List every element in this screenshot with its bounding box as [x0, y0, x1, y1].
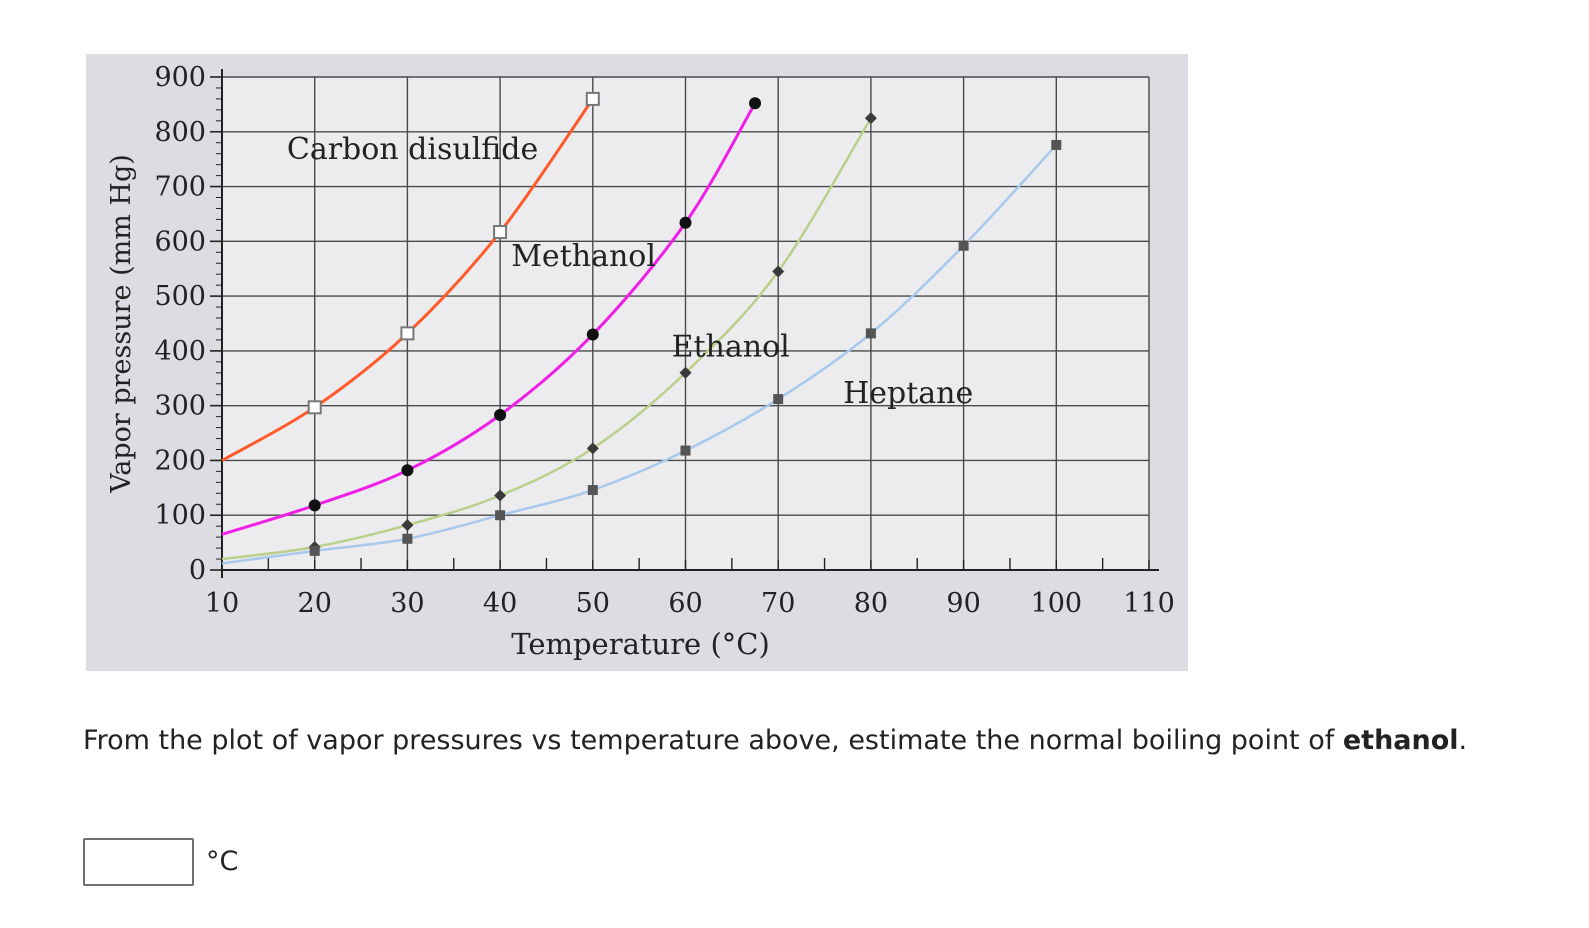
- heptane-point: [495, 510, 506, 521]
- heptane-point: [587, 485, 598, 496]
- heptane-curve: [221, 144, 1058, 565]
- y-tick-label: 100: [154, 500, 206, 531]
- x-tick-label: 40: [483, 588, 517, 619]
- heptane-point: [309, 545, 320, 556]
- y-tick-label: 600: [154, 226, 206, 257]
- heptane-point: [865, 328, 876, 339]
- methanol-point: [679, 216, 692, 229]
- y-tick-label: 800: [154, 117, 206, 148]
- methanol-point: [494, 408, 507, 421]
- ethanol-point: [586, 442, 599, 455]
- x-tick-label: 80: [854, 588, 888, 619]
- y-tick-label: 300: [154, 391, 206, 422]
- x-tick-label: 110: [1123, 588, 1175, 619]
- methanol-point: [586, 328, 599, 341]
- question-text: From the plot of vapor pressures vs temp…: [83, 722, 1503, 760]
- methanol-point: [308, 499, 321, 512]
- y-tick-label: 900: [154, 62, 206, 93]
- question-emphasis: ethanol: [1342, 725, 1459, 756]
- x-tick-label: 100: [1031, 588, 1083, 619]
- heptane-point: [1051, 139, 1062, 150]
- ethanol-point: [401, 519, 414, 532]
- x-tick-label: 10: [205, 588, 239, 619]
- ethanol-point: [494, 489, 507, 502]
- x-tick-label: 70: [761, 588, 795, 619]
- methanol-point: [401, 464, 414, 477]
- x-tick-label: 50: [576, 588, 610, 619]
- x-tick-label: 20: [298, 588, 332, 619]
- vapor-pressure-chart: 0 100 200 300 400 500 600 700 800 900 10 20 30 40 50 60…: [106, 62, 1175, 661]
- chart-panel: 0 100 200 300 400 500 600 700 800 900 10 20 30 40 50 60…: [86, 54, 1188, 671]
- unit-label: °C: [206, 846, 239, 877]
- heptane-point: [402, 533, 413, 544]
- ethanol-point: [772, 265, 785, 278]
- y-axis-label: Vapor pressure (mm Hg): [106, 154, 137, 494]
- carbon-disulfide-annotation: Carbon disulfide: [287, 132, 538, 167]
- carbon-disulfide-point: [307, 400, 322, 415]
- question-tail: .: [1458, 725, 1468, 756]
- methanol-point: [749, 97, 762, 110]
- x-tick-label: 30: [390, 588, 424, 619]
- y-tick-label: 400: [154, 336, 206, 367]
- y-tick-label: 0: [189, 555, 206, 586]
- carbon-disulfide-point: [585, 91, 600, 106]
- ethanol-point: [679, 366, 692, 379]
- y-tick-label: 500: [154, 281, 206, 312]
- x-tick-label: 90: [946, 588, 980, 619]
- ethanol-annotation: Ethanol: [672, 329, 790, 364]
- ethanol-point: [864, 112, 877, 125]
- x-axis-label: Temperature (°C): [511, 627, 770, 661]
- y-tick-label: 200: [154, 445, 206, 476]
- heptane-annotation: Heptane: [843, 376, 973, 411]
- x-tick-label: 60: [668, 588, 702, 619]
- carbon-disulfide-point: [400, 326, 415, 341]
- heptane-point: [958, 240, 969, 251]
- heptane-point: [680, 445, 691, 456]
- answer-input[interactable]: [83, 838, 194, 886]
- y-tick-label: 700: [154, 172, 206, 203]
- question-lead: From the plot of vapor pressures vs temp…: [83, 725, 1343, 756]
- carbon-disulfide-point: [493, 225, 508, 240]
- methanol-annotation: Methanol: [511, 239, 656, 274]
- heptane-point: [773, 394, 784, 405]
